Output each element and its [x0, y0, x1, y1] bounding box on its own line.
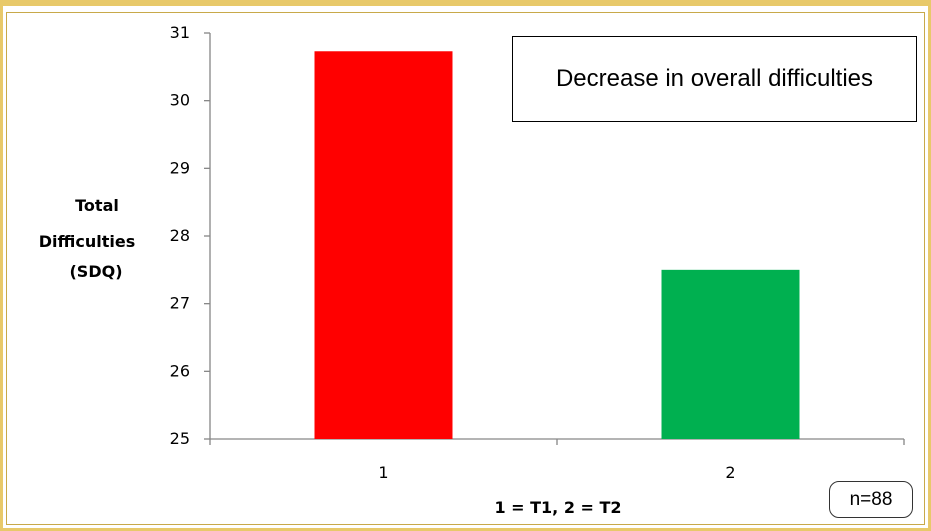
bars: [314, 51, 800, 440]
y-ticks: 25 26 27 28 29 30 31: [170, 23, 210, 448]
y-axis-label-line-1: Total: [75, 196, 119, 215]
y-axis-label-line-3: (SDQ): [69, 262, 122, 281]
annotation-box: Decrease in overall difficulties: [512, 36, 917, 122]
y-tick-label: 31: [170, 23, 190, 42]
sample-size-badge: n=88: [829, 481, 913, 518]
annotation-text: Decrease in overall difficulties: [555, 65, 874, 92]
x-tick-label: 2: [725, 463, 735, 482]
y-tick-label: 26: [170, 361, 190, 380]
y-tick-label: 29: [170, 158, 190, 177]
y-tick-label: 25: [170, 429, 190, 448]
y-tick-label: 27: [170, 294, 190, 313]
x-axis-title: 1 = T1, 2 = T2: [494, 498, 621, 517]
sample-size-text: n=88: [849, 488, 893, 510]
y-axis-label-line-2: Difficulties: [39, 232, 135, 251]
bar-2: [661, 269, 800, 439]
y-tick-label: 28: [170, 226, 190, 245]
y-tick-label: 30: [170, 91, 190, 110]
bar-1: [314, 51, 453, 440]
x-tick-label: 1: [378, 463, 388, 482]
